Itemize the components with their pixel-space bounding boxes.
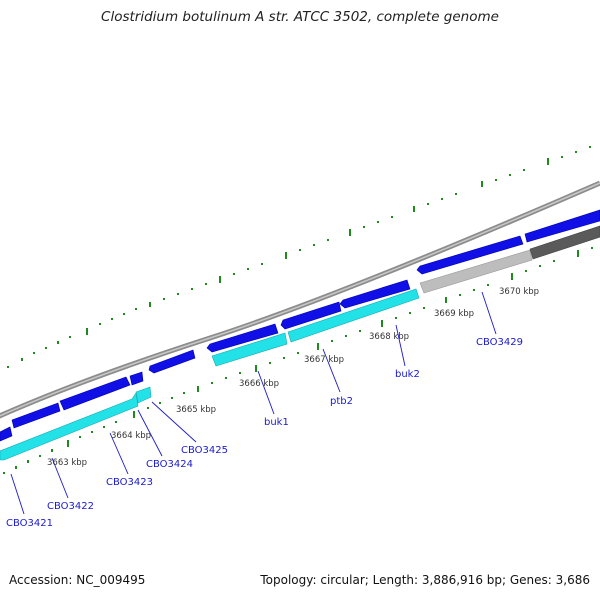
forward-gene[interactable] [416, 235, 524, 275]
kbp-label: 3666 kbp [239, 379, 279, 389]
kbp-label: 3664 kbp [111, 431, 151, 441]
gene-label[interactable]: CBO3423 [106, 477, 153, 488]
map-title: Clostridium botulinum A str. ATCC 3502, … [101, 9, 499, 25]
reverse-gene[interactable] [0, 392, 139, 461]
reverse-gene[interactable] [287, 288, 420, 343]
gene-label[interactable]: ptb2 [330, 396, 353, 407]
forward-gene[interactable] [0, 426, 13, 442]
forward-gene[interactable] [280, 301, 342, 330]
forward-gene[interactable] [206, 323, 279, 353]
reverse-gene[interactable] [211, 332, 288, 367]
gene-label[interactable]: CBO3425 [181, 445, 228, 456]
forward-strand-track [0, 209, 600, 442]
gene-label[interactable]: CBO3429 [476, 337, 523, 348]
gray-feature[interactable] [529, 225, 600, 260]
kbp-label: 3667 kbp [304, 355, 344, 365]
forward-gene[interactable] [148, 349, 196, 374]
backbone-ring-inner [0, 182, 600, 417]
forward-gene[interactable] [129, 371, 144, 386]
accession-text: Accession: NC_009495 [9, 573, 146, 587]
gene-labels: CBO3421 CBO3422 CBO3423 CBO3424 CBO3425 … [6, 337, 523, 529]
kbp-label: 3670 kbp [499, 287, 539, 297]
kbp-scale-labels: 3663 kbp 3664 kbp 3665 kbp 3666 kbp 3667… [47, 287, 539, 468]
gc-ticks-outer [7, 146, 591, 368]
gray-feature[interactable] [419, 249, 533, 294]
gene-label[interactable]: buk2 [395, 369, 420, 380]
forward-gene[interactable] [339, 279, 411, 309]
label-leader-lines [10, 291, 497, 515]
gene-label[interactable]: buk1 [264, 417, 289, 428]
kbp-label: 3669 kbp [434, 309, 474, 319]
genome-summary-text: Topology: circular; Length: 3,886,916 bp… [260, 573, 590, 587]
gene-label[interactable]: CBO3424 [146, 459, 193, 470]
kbp-label: 3665 kbp [176, 405, 216, 415]
gc-ticks-inner [3, 247, 593, 474]
gene-label[interactable]: CBO3421 [6, 518, 53, 529]
kbp-label: 3663 kbp [47, 458, 87, 468]
gene-label[interactable]: CBO3422 [47, 501, 94, 512]
reverse-gene[interactable] [135, 386, 152, 404]
backbone-ring [0, 180, 600, 419]
forward-gene[interactable] [59, 376, 131, 411]
reverse-strand-track [0, 225, 600, 461]
forward-gene[interactable] [524, 209, 600, 243]
kbp-label: 3668 kbp [369, 332, 409, 342]
forward-gene[interactable] [11, 402, 61, 429]
